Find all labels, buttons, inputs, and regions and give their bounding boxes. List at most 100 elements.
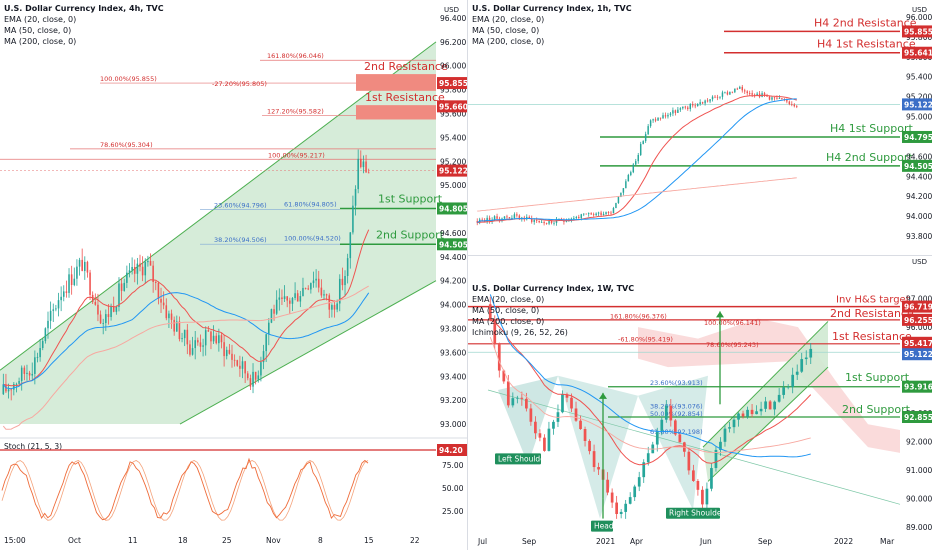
resistance-2-label: 2nd Resistance <box>830 307 914 320</box>
channel-upper-line <box>0 41 437 371</box>
candle-1w-candle <box>714 449 718 469</box>
y-tick-4h: 93.000 <box>440 420 466 429</box>
candle-1w-candle <box>646 453 650 463</box>
fib-label: -61.80%(95.419) <box>618 336 673 344</box>
candle-4h-candle <box>76 266 78 279</box>
candle-4h-candle <box>168 313 170 319</box>
candle-1h-candle <box>748 93 751 94</box>
legend-ma50: MA (50, close, 0) <box>4 26 72 35</box>
candle-1h-candle <box>578 216 580 219</box>
candle-1h-candle <box>796 106 798 108</box>
candle-1w-candle <box>497 344 501 371</box>
resistance-2-label: 2nd Resistance <box>364 60 448 73</box>
candle-4h-candle <box>357 158 359 190</box>
price-tag-h4-resistance-2-bg <box>902 25 932 38</box>
candle-1h-candle <box>724 92 726 94</box>
y-tick-1h: 93.800 <box>906 232 932 241</box>
chart-1h-panel[interactable]: H4 2nd Resistance H4 1st Resistance H4 1st… <box>468 0 932 255</box>
price-tag-support-2-bg <box>437 238 467 251</box>
resistance-2-zone <box>356 74 436 91</box>
candle-1h-candle <box>741 86 744 91</box>
candle-1h-candle <box>771 97 773 100</box>
candle-4h-candle <box>320 287 323 296</box>
candle-4h-candle <box>47 320 49 329</box>
candle-1h-candle <box>756 93 758 96</box>
price-tag-current-bg <box>902 98 932 111</box>
price-tag-h4-support-2-bg <box>902 159 932 172</box>
chart-1w-legend: U.S. Dollar Currency Index, 1W, TVC EMA … <box>472 283 634 338</box>
y-tick-1w: 90.000 <box>906 495 932 504</box>
candle-4h-candle <box>262 351 265 363</box>
candle-1h-candle <box>679 108 682 110</box>
candle-4h-candle <box>152 265 154 282</box>
candle-1h-candle <box>729 91 731 95</box>
candle-4h-candle <box>286 296 288 301</box>
x-tick-1w: 2021 <box>596 537 615 546</box>
candle-1h-candle <box>627 174 630 182</box>
candle-4h-candle <box>310 283 312 290</box>
candle-1w-candle <box>673 420 677 435</box>
legend-ichimoku: Ichimoku (9, 26, 52, 26) <box>472 328 568 337</box>
candle-4h-candle <box>131 266 133 271</box>
ema20-line <box>477 94 797 224</box>
channel-upper-line <box>702 321 829 448</box>
candle-1w-candle <box>597 467 600 470</box>
candle-4h-candle <box>123 282 126 291</box>
price-tag-target: 96.719 <box>904 303 932 312</box>
h4-resistance-1-label: H4 1st Resistance <box>817 38 916 51</box>
chart-1w-panel[interactable]: Inv H&S target 2nd Resistance 1st Resistan… <box>468 256 932 550</box>
price-tag-h4-resistance-1-bg <box>902 46 932 59</box>
stoch-tick: 25.00 <box>442 507 464 516</box>
y-tick-4h: 96.000 <box>440 62 466 71</box>
ema20-line <box>3 229 370 387</box>
head-arrow-head <box>599 392 607 399</box>
fib-label: 23.60%(94.796) <box>214 202 267 210</box>
fib-label: 78.60%(95.243) <box>706 341 759 349</box>
candle-1h-candle <box>632 164 635 173</box>
candle-1h-candle <box>503 216 506 219</box>
candle-1h-candle <box>637 154 639 162</box>
candle-1w-candle <box>606 479 609 493</box>
candle-4h-candle <box>36 357 39 358</box>
y-tick-1h: 96.000 <box>906 13 932 22</box>
y-tick-1h: 94.200 <box>906 192 932 201</box>
candle-1w-candle <box>520 397 524 399</box>
candle-4h-candle <box>270 309 273 323</box>
candle-4h-candle <box>252 371 254 387</box>
candle-1w-candle <box>669 405 673 421</box>
candle-1h-candle <box>575 216 578 219</box>
candle-4h-candle <box>360 158 362 168</box>
stoch-k-line <box>1 457 369 521</box>
candle-1h-candle <box>516 214 518 216</box>
candle-1h-candle <box>657 117 659 121</box>
chart-1w-title: U.S. Dollar Currency Index, 1W, TVC <box>472 284 635 293</box>
candle-4h-candle <box>57 300 60 309</box>
candle-1w-candle <box>588 440 591 452</box>
chart-4h-panel[interactable]: 161.80%(96.046) 100.00%(95.855) -27.20%(95… <box>0 0 468 550</box>
candle-1h-candle <box>481 219 483 221</box>
price-tag-support-1-bg <box>902 380 932 393</box>
candle-4h-candle <box>89 272 91 295</box>
candle-1h-candle <box>548 221 550 224</box>
candle-1w-candle <box>795 371 799 375</box>
candle-1w-candle <box>723 428 727 442</box>
candle-1w-candle <box>737 413 740 420</box>
candle-4h-candle <box>225 349 228 357</box>
candle-1h-candle <box>513 214 516 218</box>
candle-1h-candle <box>587 213 590 215</box>
candle-4h-candle <box>202 345 204 347</box>
candle-1h-candle <box>719 96 721 98</box>
h4-support-2-label: H4 2nd Support <box>826 151 913 164</box>
candle-1h-candle <box>511 217 513 219</box>
head-label: Head <box>594 522 614 531</box>
y-tick-4h: 93.200 <box>440 396 466 405</box>
candle-4h-candle <box>283 296 286 299</box>
candle-1h-candle <box>635 161 637 165</box>
candle-1w-candle <box>637 477 641 487</box>
candle-1w-candle <box>777 394 781 402</box>
y-tick-1h: 95.400 <box>906 73 932 82</box>
y-tick-4h: 94.000 <box>440 301 466 310</box>
price-tag-h4-resistance-2: 95.855 <box>904 27 932 36</box>
candle-4h-candle <box>194 340 196 349</box>
candle-4h-candle <box>149 261 152 266</box>
